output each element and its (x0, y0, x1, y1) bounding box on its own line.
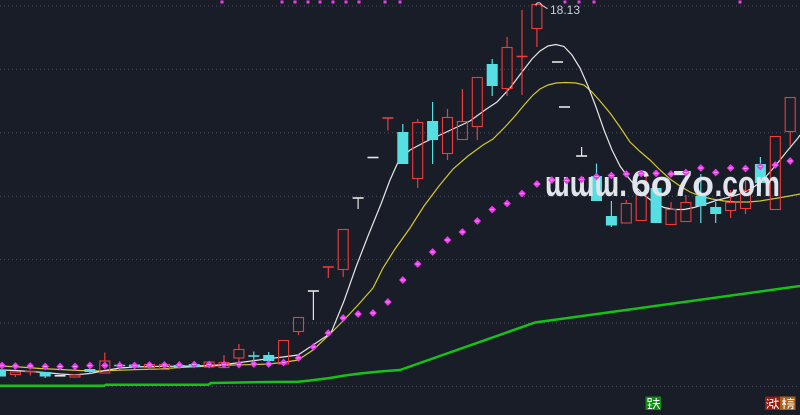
svg-text:18.13: 18.13 (550, 3, 580, 17)
svg-text:ɯɯɯ.: ɯɯɯ. (545, 163, 627, 204)
